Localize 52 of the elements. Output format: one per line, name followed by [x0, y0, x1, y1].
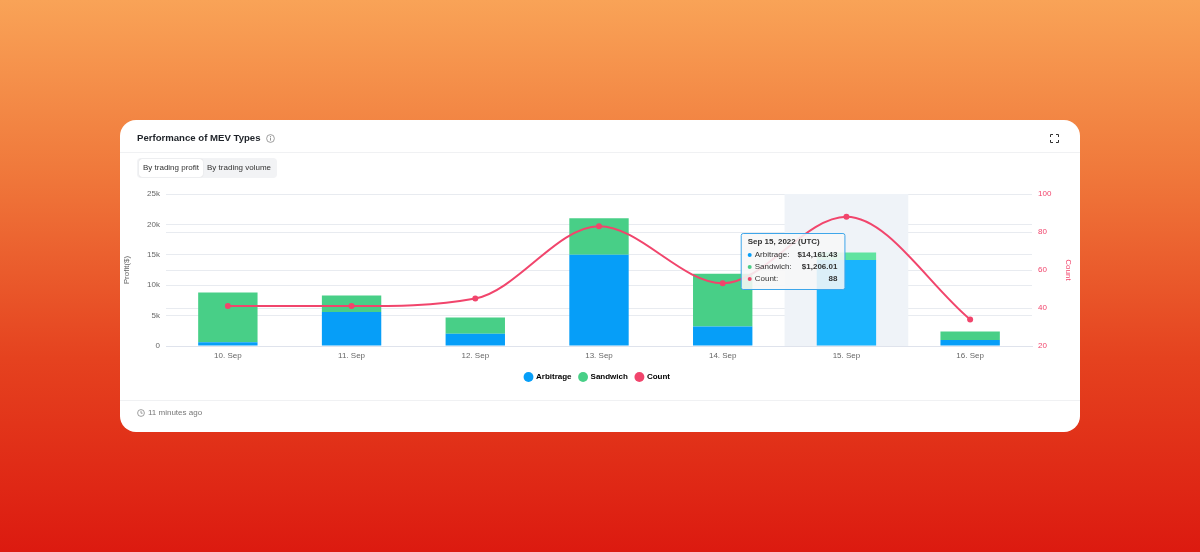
legend-label: Count — [646, 372, 671, 382]
bar — [445, 317, 505, 334]
y2-tick-label: 60 — [1038, 265, 1048, 275]
point — [967, 316, 974, 323]
x-tick-label: 10. Sep — [214, 351, 243, 360]
x-tick-label: 14. Sep — [708, 351, 738, 360]
annotation: Arbitrage: — [754, 250, 790, 260]
annotation: $14,161.43 — [797, 250, 838, 260]
annotation: Sep 15, 2022 (UTC) — [747, 237, 821, 247]
y-tick-label: 0 — [155, 341, 161, 351]
bar — [693, 326, 753, 346]
y-tick-label: 20k — [147, 219, 161, 229]
y-tick-label: 25k — [147, 189, 161, 199]
y2-tick-label: 20 — [1038, 341, 1048, 351]
bar — [569, 218, 629, 255]
bar — [445, 333, 505, 346]
y2-axis-title: Count — [1064, 259, 1073, 282]
bar — [693, 273, 753, 327]
point — [843, 213, 850, 220]
legend-label: Arbitrage — [536, 372, 573, 382]
bar — [940, 331, 1000, 340]
x-tick-label: 13. Sep — [585, 351, 614, 360]
annotation: Sandwich: — [754, 262, 792, 272]
point — [719, 280, 726, 287]
annotation: $1,206.01 — [801, 262, 838, 272]
bar — [940, 339, 1000, 346]
y-tick-label: 15k — [147, 250, 161, 259]
annotation: Count: — [754, 274, 779, 284]
x-tick-label: 15. Sep — [832, 351, 861, 360]
chart-title: Performance of MEV Types — [137, 132, 261, 144]
bar — [569, 254, 629, 346]
bar — [198, 292, 258, 343]
bar — [321, 311, 382, 346]
y2-tick-label: 40 — [1038, 303, 1048, 313]
point — [472, 295, 479, 302]
y-tick-label: 5k — [151, 310, 161, 320]
point — [224, 303, 231, 310]
x-tick-label: 16. Sep — [956, 351, 985, 360]
text: 11 minutes ago — [148, 408, 203, 418]
y2-tick-label: 80 — [1038, 227, 1048, 237]
text: By trading volume — [203, 159, 276, 177]
bar — [198, 342, 258, 346]
annotation: 88 — [828, 274, 838, 284]
point — [348, 303, 355, 310]
y-axis-title: Profit($) — [122, 255, 131, 285]
y2-tick-label: 100 — [1038, 189, 1052, 199]
x-tick-label: 12. Sep — [461, 351, 490, 360]
legend-label: Sandwich — [590, 372, 629, 382]
point — [596, 223, 602, 230]
text: By trading profit — [139, 159, 204, 177]
x-tick-label: 11. Sep — [338, 351, 366, 360]
y-tick-label: 10k — [147, 280, 161, 290]
